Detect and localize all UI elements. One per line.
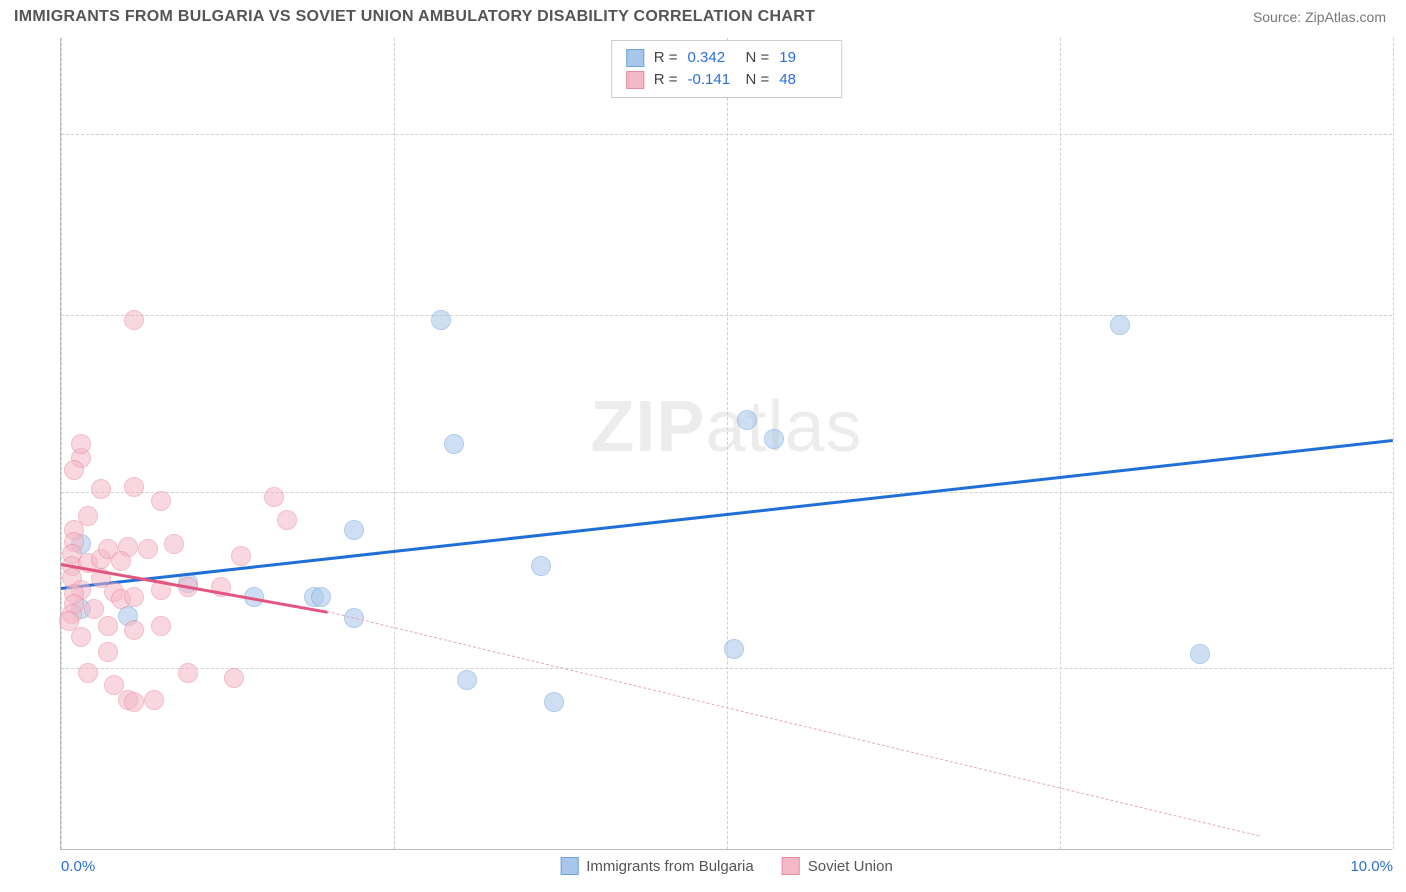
data-point (124, 620, 144, 640)
correlation-legend: R = 0.342 N = 19 R = -0.141 N = 48 (611, 40, 843, 98)
gridline-v (1393, 38, 1394, 849)
data-point (71, 434, 91, 454)
data-point (138, 539, 158, 559)
data-point (124, 477, 144, 497)
data-point (78, 663, 98, 683)
data-point (1110, 315, 1130, 335)
data-point (151, 491, 171, 511)
x-tick-label: 10.0% (1350, 858, 1393, 875)
data-point (124, 310, 144, 330)
legend-swatch (782, 857, 800, 875)
gridline-v (61, 38, 62, 849)
series-name: Immigrants from Bulgaria (586, 858, 754, 875)
stat-n-label: N = (746, 69, 770, 91)
gridline-v (1060, 38, 1061, 849)
data-point (71, 627, 91, 647)
series-legend: Immigrants from Bulgaria Soviet Union (560, 857, 893, 875)
data-point (724, 639, 744, 659)
legend-swatch (626, 71, 644, 89)
legend-swatch (560, 857, 578, 875)
trend-line (327, 611, 1260, 836)
y-tick-label: 11.2% (1398, 307, 1406, 324)
data-point (311, 587, 331, 607)
data-point (764, 429, 784, 449)
data-point (98, 616, 118, 636)
data-point (344, 520, 364, 540)
stat-n-label: N = (746, 47, 770, 69)
data-point (1190, 644, 1210, 664)
stat-r-value: -0.141 (688, 69, 736, 91)
series-name: Soviet Union (808, 858, 893, 875)
source-label: Source: ZipAtlas.com (1253, 9, 1386, 25)
series-legend-item: Soviet Union (782, 857, 893, 875)
header: IMMIGRANTS FROM BULGARIA VS SOVIET UNION… (0, 0, 1406, 32)
stat-r-value: 0.342 (688, 47, 736, 69)
data-point (144, 690, 164, 710)
chart-container: Ambulatory Disability ZIPatlas 3.8%7.5%1… (14, 38, 1392, 878)
page-title: IMMIGRANTS FROM BULGARIA VS SOVIET UNION… (14, 8, 815, 26)
data-point (224, 668, 244, 688)
data-point (457, 670, 477, 690)
data-point (64, 460, 84, 480)
data-point (91, 479, 111, 499)
data-point (444, 434, 464, 454)
stat-r-label: R = (654, 69, 678, 91)
data-point (84, 599, 104, 619)
stat-n-value: 48 (779, 69, 827, 91)
y-tick-label: 7.5% (1398, 483, 1406, 500)
data-point (111, 551, 131, 571)
stat-r-label: R = (654, 47, 678, 69)
data-point (98, 642, 118, 662)
data-point (431, 310, 451, 330)
x-tick-label: 0.0% (61, 858, 95, 875)
data-point (151, 616, 171, 636)
gridline-v (394, 38, 395, 849)
data-point (544, 692, 564, 712)
data-point (164, 534, 184, 554)
correlation-legend-row: R = 0.342 N = 19 (626, 47, 828, 69)
y-tick-label: 3.8% (1398, 660, 1406, 677)
data-point (231, 546, 251, 566)
scatter-plot: ZIPatlas 3.8%7.5%11.2%15.0%0.0%10.0%R = … (60, 38, 1392, 850)
data-point (178, 663, 198, 683)
data-point (737, 410, 757, 430)
data-point (124, 692, 144, 712)
stat-n-value: 19 (779, 47, 827, 69)
y-tick-label: 15.0% (1398, 125, 1406, 142)
data-point (531, 556, 551, 576)
data-point (264, 487, 284, 507)
gridline-v (727, 38, 728, 849)
data-point (277, 510, 297, 530)
correlation-legend-row: R = -0.141 N = 48 (626, 69, 828, 91)
data-point (124, 587, 144, 607)
series-legend-item: Immigrants from Bulgaria (560, 857, 754, 875)
legend-swatch (626, 49, 644, 67)
